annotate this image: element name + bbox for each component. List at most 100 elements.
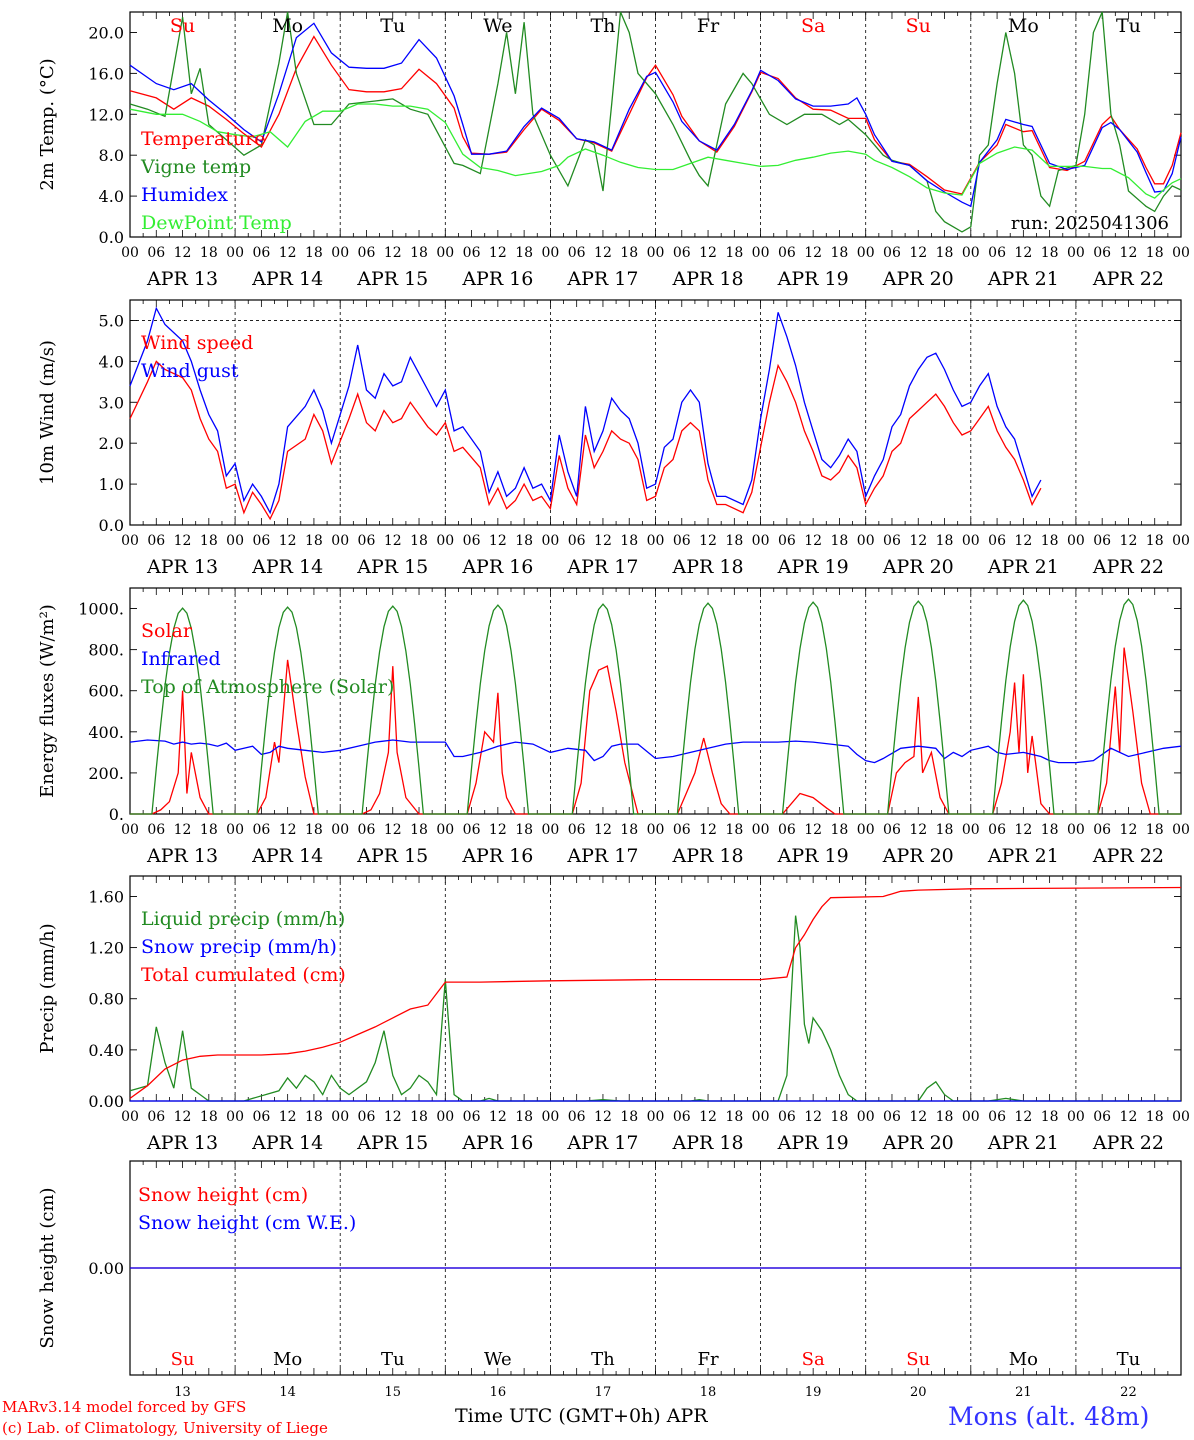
- x-tick-label: 12: [1120, 1109, 1138, 1125]
- y-axis-title: Energy fluxes (W/m²): [37, 604, 58, 798]
- series-line-dewpoint-temp: [129, 103, 1182, 199]
- x-tick-label: 18: [1041, 822, 1059, 838]
- date-label: APR 16: [461, 845, 533, 867]
- x-tick-label: 18: [305, 822, 323, 838]
- series-line-liquid-precip-mm-h-: [129, 915, 1181, 1102]
- x-tick-label: 00: [541, 533, 559, 549]
- x-tick-label: 18: [725, 822, 743, 838]
- series-group: [129, 11, 1182, 233]
- x-tick-label: 12: [174, 822, 192, 838]
- date-label: APR 15: [356, 1132, 428, 1154]
- day-number: 16: [490, 1385, 507, 1400]
- x-tick-label: 00: [962, 533, 980, 549]
- x-tick-label: 00: [962, 245, 980, 261]
- day-name: Fr: [697, 15, 720, 37]
- x-tick-label: 06: [463, 245, 481, 261]
- date-label: APR 17: [566, 556, 638, 578]
- x-tick-label: 00: [121, 822, 139, 838]
- x-tick-label: 00: [331, 245, 349, 261]
- x-tick-label: 12: [1014, 1109, 1032, 1125]
- x-tick-label: 00: [857, 1109, 875, 1125]
- x-tick-label: 18: [831, 822, 849, 838]
- x-tick-label: 06: [883, 245, 901, 261]
- x-tick-label: 00: [1067, 533, 1085, 549]
- x-tick-label: 12: [699, 533, 717, 549]
- x-tick-label: 06: [147, 533, 165, 549]
- day-name: We: [484, 1349, 512, 1370]
- y-tick-label: 4.0: [99, 352, 124, 371]
- day-name: Tu: [380, 15, 405, 37]
- x-tick-label: 06: [147, 822, 165, 838]
- x-tick-label: 06: [568, 1109, 586, 1125]
- x-tick-label: 18: [515, 245, 533, 261]
- date-label: APR 20: [882, 268, 954, 290]
- x-tick-label: 00: [436, 245, 454, 261]
- x-tick-label: 18: [410, 1109, 428, 1125]
- date-label: APR 15: [356, 556, 428, 578]
- x-tick-label: 00: [1172, 822, 1190, 838]
- x-tick-label: 06: [673, 245, 691, 261]
- day-name: Mo: [1008, 15, 1039, 37]
- y-tick-label: 200.: [88, 764, 124, 783]
- x-tick-label: 00: [226, 533, 244, 549]
- x-tick-label: 12: [909, 1109, 927, 1125]
- day-number: 21: [1015, 1385, 1032, 1400]
- panel-precip: 0.00 0.40 0.80 1.20 1.60 Precip (mm/h) 00 06 12 1…: [37, 875, 1190, 1154]
- date-label: APR 16: [461, 268, 533, 290]
- x-tick-label: 06: [463, 1109, 481, 1125]
- x-tick-label: 00: [541, 1109, 559, 1125]
- x-tick-label: 06: [568, 533, 586, 549]
- date-label: APR 21: [987, 268, 1059, 290]
- legend-entry: Snow precip (mm/h): [141, 936, 337, 958]
- x-tick-label: 06: [778, 1109, 796, 1125]
- x-tick-label: 18: [936, 533, 954, 549]
- x-tick-label: 12: [699, 1109, 717, 1125]
- day-number: 13: [174, 1385, 191, 1400]
- series-group: [129, 598, 1182, 815]
- day-number: 17: [595, 1385, 612, 1400]
- series-line-total-cumulated-cm-: [129, 886, 1182, 1099]
- x-tick-label: 00: [857, 533, 875, 549]
- x-tick-label: 06: [778, 822, 796, 838]
- legend-entry: Vigne temp: [140, 156, 251, 178]
- x-tick-label: 06: [358, 822, 376, 838]
- x-tick-label: 12: [909, 245, 927, 261]
- day-name: Tu: [381, 1349, 405, 1370]
- x-tick-label: 12: [699, 822, 717, 838]
- x-tick-label: 18: [1041, 245, 1059, 261]
- x-tick-label: 12: [489, 822, 507, 838]
- y-tick-label: 0.00: [88, 1259, 124, 1278]
- date-label: APR 17: [566, 1132, 638, 1154]
- date-label: APR 22: [1092, 556, 1164, 578]
- legend-entry: Infrared: [141, 648, 221, 670]
- date-label: APR 15: [356, 268, 428, 290]
- x-tick-label: 18: [620, 822, 638, 838]
- legend-entry: Top of Atmosphere (Solar): [141, 676, 394, 698]
- date-label: APR 18: [672, 556, 744, 578]
- day-name: Mo: [272, 15, 303, 37]
- x-tick-label: 12: [909, 533, 927, 549]
- x-tick-label: 12: [279, 1109, 297, 1125]
- x-tick-label: 12: [174, 1109, 192, 1125]
- legend-entry: Wind gust: [141, 360, 239, 382]
- date-label: APR 17: [566, 268, 638, 290]
- x-tick-label: 12: [594, 245, 612, 261]
- date-label: APR 18: [672, 1132, 744, 1154]
- x-tick-label: 06: [673, 533, 691, 549]
- x-tick-label: 18: [1146, 245, 1164, 261]
- panel-snow: 0.00 Snow height (cm) Snow height (cm) Snow…: [37, 1160, 1182, 1400]
- x-tick-label: 12: [279, 245, 297, 261]
- date-label: APR 21: [987, 556, 1059, 578]
- day-number: 18: [700, 1385, 717, 1400]
- x-tick-label: 12: [279, 533, 297, 549]
- x-tick-label: 18: [725, 245, 743, 261]
- x-tick-label: 18: [936, 1109, 954, 1125]
- x-tick-label: 18: [936, 245, 954, 261]
- x-tick-label: 00: [647, 822, 665, 838]
- x-tick-label: 12: [1014, 533, 1032, 549]
- x-tick-label: 00: [331, 533, 349, 549]
- x-tick-label: 12: [279, 822, 297, 838]
- date-label: APR 13: [146, 268, 218, 290]
- x-tick-label: 06: [988, 245, 1006, 261]
- x-tick-label: 06: [463, 533, 481, 549]
